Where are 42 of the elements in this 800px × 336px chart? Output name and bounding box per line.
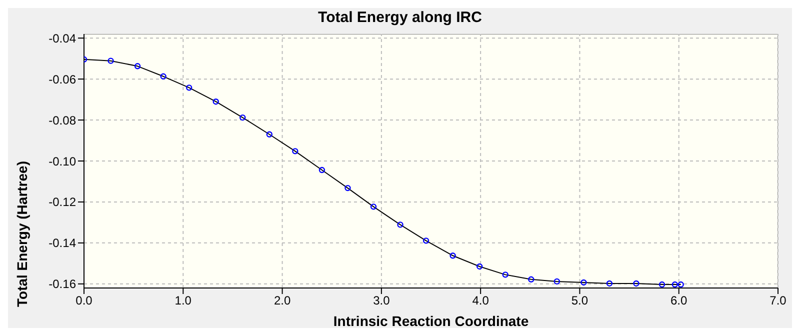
point [370,204,377,210]
x-axis-title: Intrinsic Reaction Coordinate [333,313,529,329]
point [318,166,326,174]
point [186,84,192,91]
y-tick-label: -0.16 [48,277,76,292]
y-tick-label: -0.06 [48,72,76,86]
y-axis-title: Total Energy (Hartree) [14,161,30,307]
x-tick-label: 7.0 [770,294,787,308]
point [554,278,560,285]
point [476,263,483,270]
point [266,131,272,138]
point [678,281,684,288]
point [658,281,666,288]
point [450,252,456,259]
x-tick-label: 1.0 [174,294,192,308]
point [502,272,508,278]
y-tick-label: -0.12 [48,195,76,210]
point [397,222,404,228]
y-tick-label: -0.04 [48,31,76,46]
point [580,279,587,286]
x-tick-label: 2.0 [274,294,291,308]
point [528,276,534,282]
point [134,63,141,70]
point [160,73,166,80]
point [606,280,613,287]
x-tick-label: 3.0 [373,294,390,308]
point [422,238,430,244]
y-tick-label: -0.10 [48,154,76,168]
point [344,184,351,192]
point [672,281,678,288]
x-tick-label: 0.0 [76,294,93,308]
x-tick-label: 6.0 [670,294,688,308]
point [633,280,640,287]
y-tick-label: -0.14 [48,236,76,250]
x-tick-label: 4.0 [472,294,490,308]
point [108,58,114,64]
point [292,148,298,154]
chart-title: Total Energy along IRC [317,8,483,28]
x-tick-label: 5.0 [571,294,588,308]
point [212,98,219,105]
y-tick-label: -0.08 [48,113,76,128]
point [240,114,246,121]
